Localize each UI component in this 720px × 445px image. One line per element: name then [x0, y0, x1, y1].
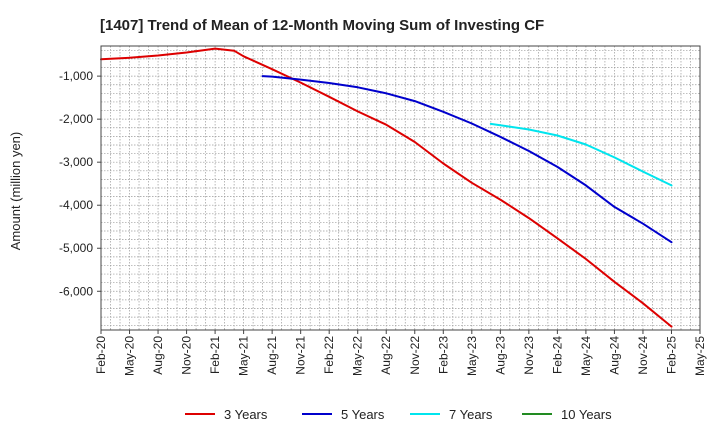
series-lines: [100, 47, 673, 328]
y-tick-label: -2,000: [59, 112, 93, 126]
x-tick-label: May-24: [579, 336, 593, 376]
x-tick-label: Aug-24: [607, 336, 621, 375]
legend-label: 10 Years: [561, 407, 612, 422]
legend-label: 5 Years: [341, 407, 385, 422]
x-tick-label: Aug-20: [151, 336, 165, 375]
x-tick-label: Aug-21: [265, 336, 279, 375]
x-tick-label: Aug-22: [379, 336, 393, 375]
y-tick-label: -4,000: [59, 198, 93, 212]
plot-frame: [100, 45, 701, 331]
x-tick-label: Feb-23: [436, 336, 450, 374]
x-tick-label: Nov-22: [408, 336, 422, 375]
x-tick-label: Feb-21: [208, 336, 222, 374]
y-tick-label: -5,000: [59, 241, 93, 255]
y-axis-label: Amount (million yen): [8, 132, 23, 251]
legend-item: 3 Years: [185, 407, 268, 422]
chart-title: [1407] Trend of Mean of 12-Month Moving …: [100, 17, 544, 34]
x-tick-label: May-23: [465, 336, 479, 376]
x-tick-label: Aug-23: [493, 336, 507, 375]
legend-label: 3 Years: [224, 407, 268, 422]
x-tick-label: Feb-20: [94, 336, 108, 374]
x-axis-ticks: Feb-20 May-20 Aug-20 Nov-20 Feb-21 May-21 Aug-…: [94, 330, 707, 376]
legend: 3 Years 5 Years 7 Years 10 Years: [185, 407, 612, 422]
series-line-5-years: [261, 75, 673, 244]
grid: [100, 46, 701, 330]
x-tick-label: Nov-21: [294, 336, 308, 375]
x-tick-label: Nov-20: [180, 336, 194, 375]
x-tick-label: May-22: [351, 336, 365, 376]
series-line-7-years: [489, 122, 673, 187]
x-tick-label: Nov-23: [522, 336, 536, 375]
x-tick-label: Feb-25: [664, 336, 678, 374]
x-tick-label: May-25: [693, 336, 707, 376]
y-tick-label: -6,000: [59, 284, 93, 298]
x-tick-label: Nov-24: [636, 336, 650, 375]
legend-label: 7 Years: [449, 407, 493, 422]
legend-item: 7 Years: [410, 407, 493, 422]
legend-item: 5 Years: [302, 407, 385, 422]
x-tick-label: Feb-22: [322, 336, 336, 374]
series-line-3-years: [100, 47, 673, 328]
x-tick-label: May-20: [123, 336, 137, 376]
x-tick-label: May-21: [237, 336, 251, 376]
y-tick-label: -1,000: [59, 69, 93, 83]
x-tick-label: Feb-24: [550, 336, 564, 374]
y-tick-label: -3,000: [59, 155, 93, 169]
y-axis-ticks: -1,000 -2,000 -3,000 -4,000 -5,000 -6,000: [59, 69, 101, 298]
legend-item: 10 Years: [522, 407, 612, 422]
